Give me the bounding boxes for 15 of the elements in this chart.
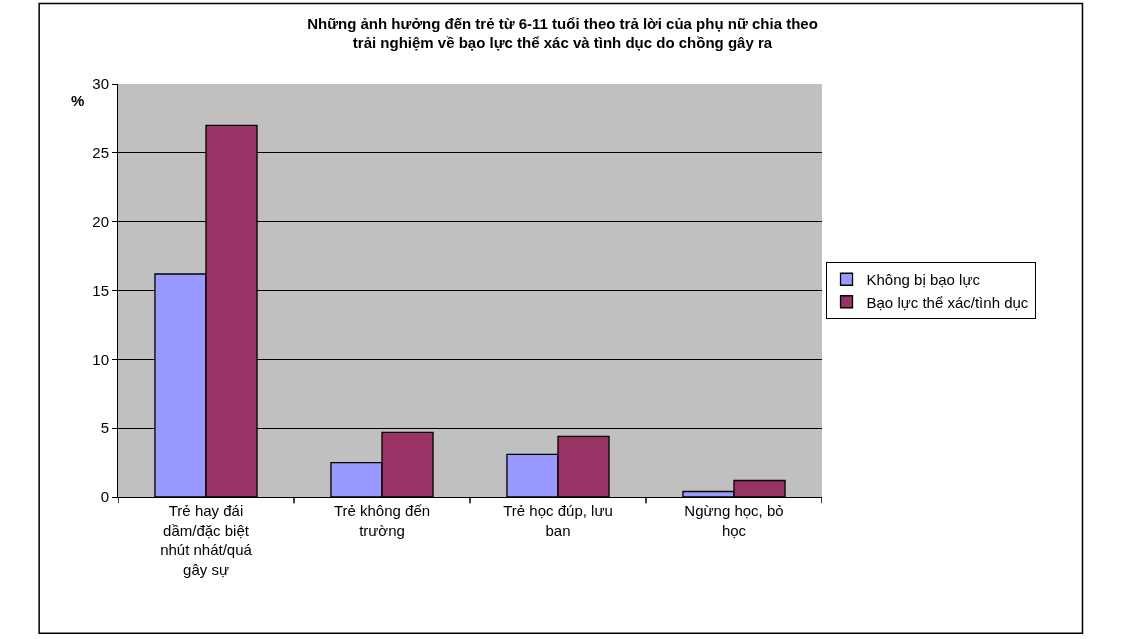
y-tick-label: 30 [92,75,109,93]
y-tick-label: 5 [100,419,109,437]
chart-title: Những ảnh hưởng đến trẻ từ 6-11 tuổi theo trả lời của phụ nữ chia theo trải nghiệm về bạo lực thể xác và tình dục do chồng gây ra [307,14,818,52]
y-tick-label: 25 [92,144,109,162]
y-tick-label: 15 [92,281,109,299]
y-tick-label: 0 [100,488,109,506]
x-tick-label: Trẻ hay đái dầm/đặc biệt nhút nhát/quá gây sự [160,502,253,578]
legend-label: Không bị bạo lực [866,271,981,289]
legend-label: Bạo lực thể xác/tình dục [866,293,1029,311]
x-tick-label: Trẻ không đến trường [333,502,431,539]
x-tick-label: Trẻ học đúp, lưu ban [503,502,613,539]
y-tick-label: 10 [92,350,109,368]
y-tick-label: 20 [92,212,109,230]
x-tick-label: Ngừng học, bỏ học [684,502,784,539]
y-axis-title: % [71,92,85,109]
